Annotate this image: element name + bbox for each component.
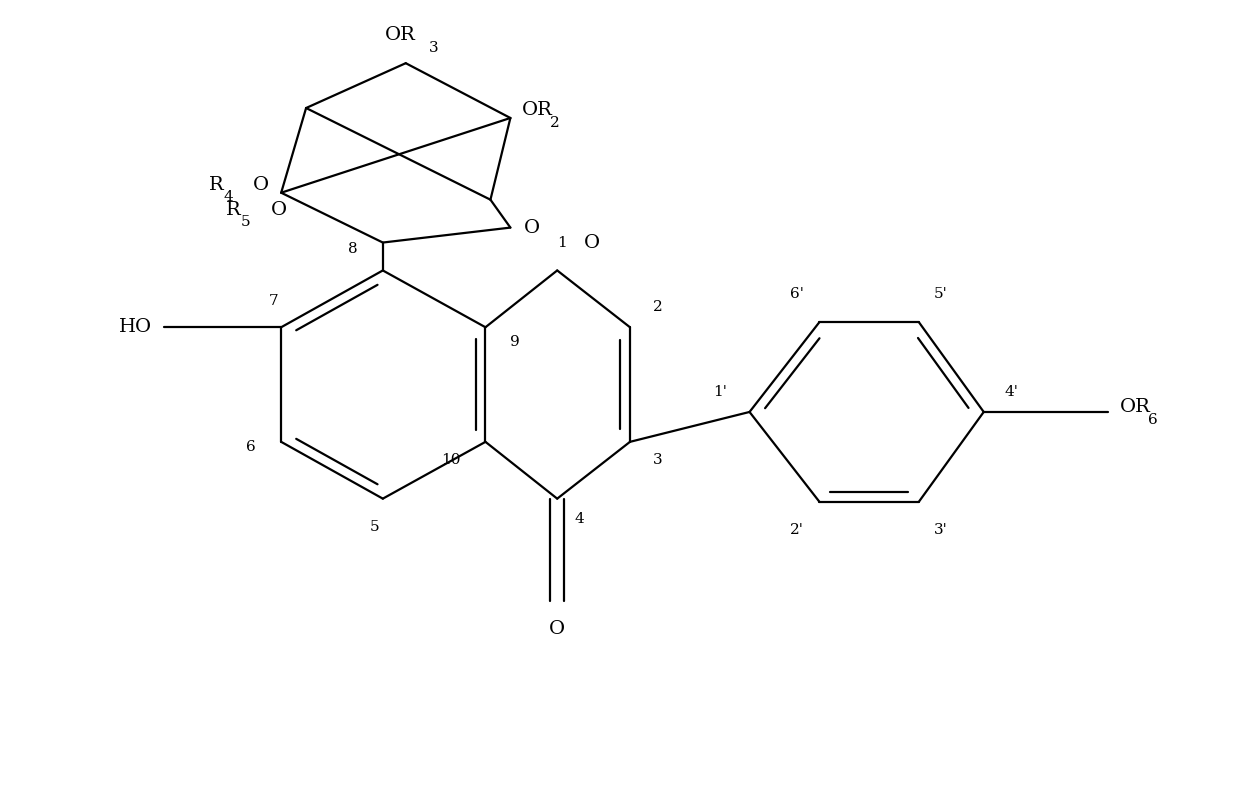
Text: 3: 3 [429,41,438,55]
Text: 7: 7 [268,294,278,308]
Text: 4: 4 [574,512,584,525]
Text: 8: 8 [348,241,357,256]
Text: 4: 4 [224,190,233,204]
Text: O: O [549,620,565,638]
Text: 6': 6' [790,288,804,301]
Text: O: O [584,234,600,252]
Text: R: R [209,176,224,194]
Text: 1': 1' [713,385,726,399]
Text: HO: HO [119,318,152,336]
Text: OR: OR [522,101,553,119]
Text: 9: 9 [511,336,521,349]
Text: 6: 6 [246,440,256,453]
Text: O: O [271,201,287,218]
Text: O: O [524,218,541,237]
Text: 3: 3 [653,453,663,467]
Text: 3': 3' [934,523,948,536]
Text: 5': 5' [934,288,948,301]
Text: 2: 2 [653,300,663,314]
Text: O: O [254,176,270,194]
Text: OR: OR [1121,398,1152,416]
Text: R: R [226,201,241,218]
Text: 5: 5 [370,520,380,533]
Text: OR: OR [385,26,416,45]
Text: 10: 10 [440,453,460,467]
Text: 6: 6 [1148,413,1158,426]
Text: 1: 1 [558,236,567,249]
Text: 2: 2 [550,116,560,130]
Text: 5: 5 [240,215,250,230]
Text: 2': 2' [790,523,804,536]
Text: 4': 4' [1004,385,1018,399]
